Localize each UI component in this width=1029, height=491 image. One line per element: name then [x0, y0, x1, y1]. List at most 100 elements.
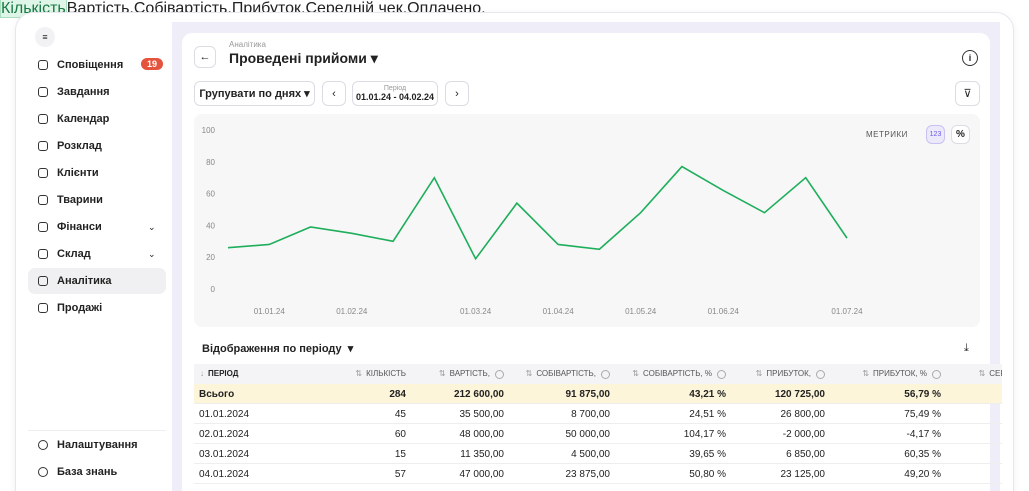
divider [28, 430, 166, 431]
table-cell: 35 500,00 [459, 409, 505, 420]
column-label: СОБІВАРТІСТЬ, % [643, 369, 712, 378]
table-cell: 02.01.2024 [199, 429, 250, 440]
nav-icon [38, 141, 48, 151]
y-tick-label: 20 [206, 253, 215, 262]
y-tick-label: 0 [211, 285, 216, 294]
group-select[interactable]: Групувати по днях ▾ [194, 81, 315, 106]
table: ↓ ПЕРІОД ⇅ КІЛЬКІСТЬ ⇅ ВАРТІСТЬ, ⇅ СОБІВАРТІСТЬ… [194, 364, 1002, 491]
chevron: ⌄ [148, 221, 156, 232]
nav-item[interactable]: База знань [28, 459, 166, 485]
column-header[interactable]: ⇅СЕРЕДНІЙ ЧЕК, [979, 369, 1002, 378]
y-tick-label: 80 [206, 158, 215, 167]
sort-icon: ⇅ [755, 369, 763, 378]
nav-item[interactable]: Сповіщення 19 [28, 52, 166, 78]
chart-box [194, 114, 980, 327]
column-label: ВАРТІСТЬ, [449, 369, 490, 378]
column-label: СОБІВАРТІСТЬ, [536, 369, 596, 378]
nav-label: База знань [57, 466, 118, 478]
nav-label: Продажі [57, 302, 103, 314]
nav-icon [38, 467, 48, 477]
table-row [194, 404, 1002, 424]
table-cell: 49,20 % [904, 469, 941, 480]
table-cell: 60 [394, 429, 406, 440]
column-header[interactable]: ↓ ПЕРІОД [200, 369, 238, 378]
metrics-title: МЕТРИКИ [866, 130, 908, 139]
nav-icon [38, 249, 48, 259]
nav-item[interactable]: Завдання [28, 79, 166, 105]
page-title[interactable]: Проведені прийоми ▾ [229, 50, 378, 66]
y-tick-label: 40 [206, 221, 215, 230]
nav-item[interactable]: Клієнти [28, 160, 166, 186]
table-header-row [194, 364, 1002, 384]
nav-item[interactable]: Склад ⌄ [28, 241, 166, 267]
column-label: ПРИБУТОК, % [873, 369, 927, 378]
metrics-mode-percent[interactable]: % [951, 125, 970, 144]
table-cell: 47 000,00 [459, 469, 505, 480]
table-row [194, 464, 1002, 484]
breadcrumb: Аналітика [229, 40, 266, 49]
column-header[interactable]: ⇅ СОБІВАРТІСТЬ, % [632, 369, 712, 378]
nav-item[interactable]: Тварини [28, 187, 166, 213]
nav-label: Склад [57, 248, 91, 260]
nav-item[interactable]: Розклад [28, 133, 166, 159]
section-select[interactable]: Відображення по періоду ▾ [202, 343, 354, 355]
column-header[interactable]: ⇅ ВАРТІСТЬ, [439, 369, 490, 378]
period-picker[interactable]: Період 01.01.24 - 04.02.24 [352, 81, 438, 106]
table-cell: 284 [389, 389, 406, 400]
column-header[interactable]: ⇅ ПРИБУТОК, [756, 369, 811, 378]
next-period[interactable]: › [445, 81, 469, 106]
x-tick-label: 01.02.24 [336, 307, 368, 316]
nav-label: Розклад [57, 140, 102, 152]
nav-item[interactable]: Продажі [28, 295, 166, 321]
nav-icon [38, 303, 48, 313]
menu-toggle[interactable]: ≡ [35, 27, 55, 47]
column-header[interactable]: ⇅ ПРИБУТОК, % [862, 369, 927, 378]
x-tick-label: 01.01.24 [254, 307, 286, 316]
table-cell: 26 800,00 [780, 409, 826, 420]
table-cell: 91 875,00 [565, 389, 611, 400]
table-cell: 8 700,00 [571, 409, 610, 420]
column-header[interactable]: ⇅ СОБІВАРТІСТЬ, [526, 369, 596, 378]
table-row [194, 384, 1002, 404]
column-label: ПРИБУТОК, [766, 369, 811, 378]
x-tick-label: 01.04.24 [543, 307, 575, 316]
info-icon [601, 370, 610, 379]
table-cell: 56,79 % [904, 389, 941, 400]
column-header[interactable]: ⇅ КІЛЬКІСТЬ [355, 369, 406, 378]
table-cell: 6 850,00 [786, 449, 825, 460]
table-cell: 50,80 % [689, 469, 726, 480]
metrics-mode-number[interactable]: 123 [926, 125, 945, 144]
back-button[interactable]: ← [194, 46, 216, 68]
prev-period[interactable]: ‹ [322, 81, 346, 106]
table-cell: -2 000,00 [782, 429, 825, 440]
nav-item[interactable]: Налаштування [28, 432, 166, 458]
nav-item[interactable]: Календар [28, 106, 166, 132]
table-cell: 60,35 % [904, 449, 941, 460]
info-icon [495, 370, 504, 379]
info-icon [717, 370, 726, 379]
nav-item[interactable]: Фінанси ⌄ [28, 214, 166, 240]
x-tick-label: 01.07.24 [831, 307, 863, 316]
period-value: 01.01.24 - 04.02.24 [355, 92, 435, 102]
data-line [227, 165, 848, 261]
table-cell: 03.01.2024 [199, 449, 250, 460]
nav-icon [38, 114, 48, 124]
nav-icon [38, 276, 48, 286]
table-cell: 15 [394, 449, 406, 460]
nav-item[interactable]: Аналітика [28, 268, 166, 294]
sort-icon: ⇅ [355, 369, 363, 378]
table-cell: 212 600,00 [453, 389, 504, 400]
x-tick-label: 01.06.24 [708, 307, 740, 316]
column-label: СЕРЕДНІЙ ЧЕК, [989, 369, 1002, 378]
x-tick-label: 01.05.24 [625, 307, 657, 316]
column-label: ПЕРІОД [208, 369, 239, 378]
download-button[interactable]: ⤓ [964, 342, 969, 354]
table-cell: 75,49 % [904, 409, 941, 420]
x-tick-label: 01.03.24 [460, 307, 492, 316]
table-cell: 39,65 % [689, 449, 726, 460]
info-button[interactable]: i [962, 50, 978, 66]
filter-button[interactable]: ⊽ [955, 81, 980, 106]
nav-icon [38, 440, 48, 450]
